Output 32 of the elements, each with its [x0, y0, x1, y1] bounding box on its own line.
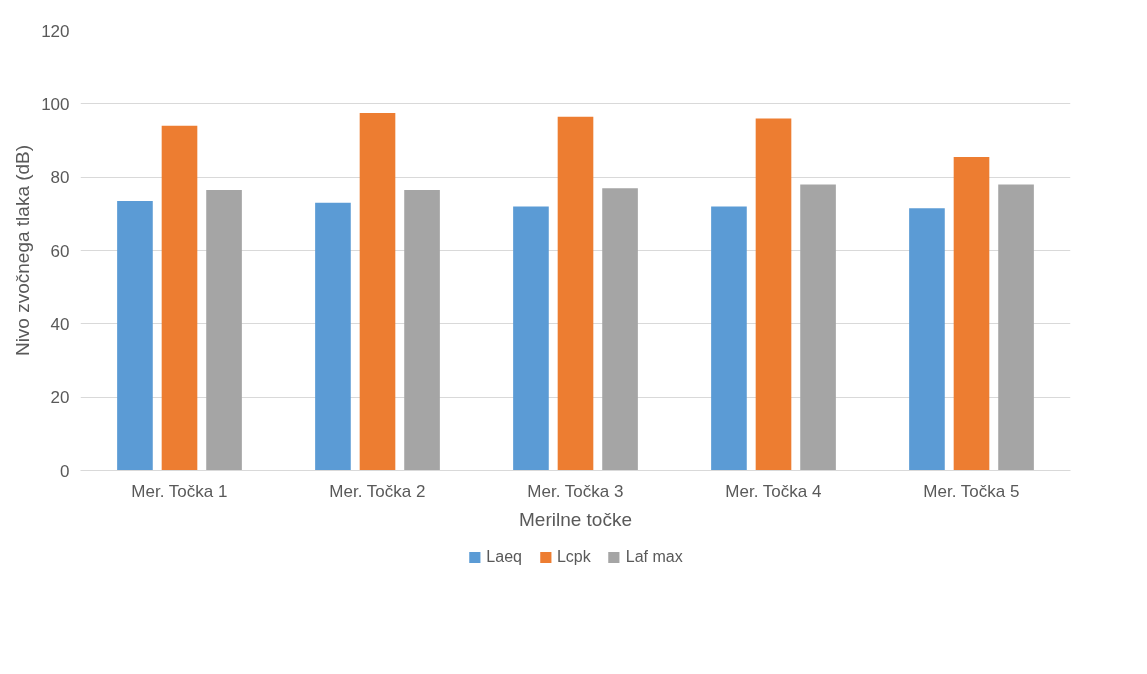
bar — [909, 208, 945, 471]
bar — [117, 201, 153, 471]
bar — [953, 157, 990, 471]
y-tick-label: 20 — [50, 388, 70, 408]
bar — [513, 206, 549, 471]
bar — [161, 125, 198, 471]
y-tick-label: 0 — [60, 461, 70, 481]
y-tick-label: 100 — [41, 94, 70, 114]
y-tick-label: 40 — [50, 314, 70, 334]
y-tick-label: 80 — [50, 168, 70, 188]
x-tick-label: Mer. Točka 2 — [329, 481, 426, 501]
bar — [206, 190, 242, 471]
legend-label: Lcpk — [556, 548, 591, 566]
y-tick-label: 60 — [50, 241, 70, 261]
bar — [602, 188, 638, 471]
bar — [998, 184, 1034, 471]
legend-label: Laeq — [486, 548, 522, 566]
x-tick-label: Mer. Točka 5 — [923, 481, 1020, 501]
bar — [404, 190, 440, 471]
x-tick-label: Mer. Točka 4 — [725, 481, 822, 501]
bar — [755, 118, 792, 471]
bar — [800, 184, 836, 471]
x-tick-label: Mer. Točka 3 — [527, 481, 624, 501]
y-tick-label: 120 — [41, 21, 70, 41]
x-tick-label: Mer. Točka 1 — [131, 481, 228, 501]
bar — [711, 206, 747, 471]
x-axis-title: Merilne točke — [519, 508, 633, 530]
bar — [315, 202, 351, 471]
bar — [359, 113, 396, 471]
legend-label: Laf max — [625, 548, 683, 566]
y-axis-title: Nivo zvočnega tlaka (dB) — [12, 144, 34, 357]
bar — [557, 116, 594, 471]
